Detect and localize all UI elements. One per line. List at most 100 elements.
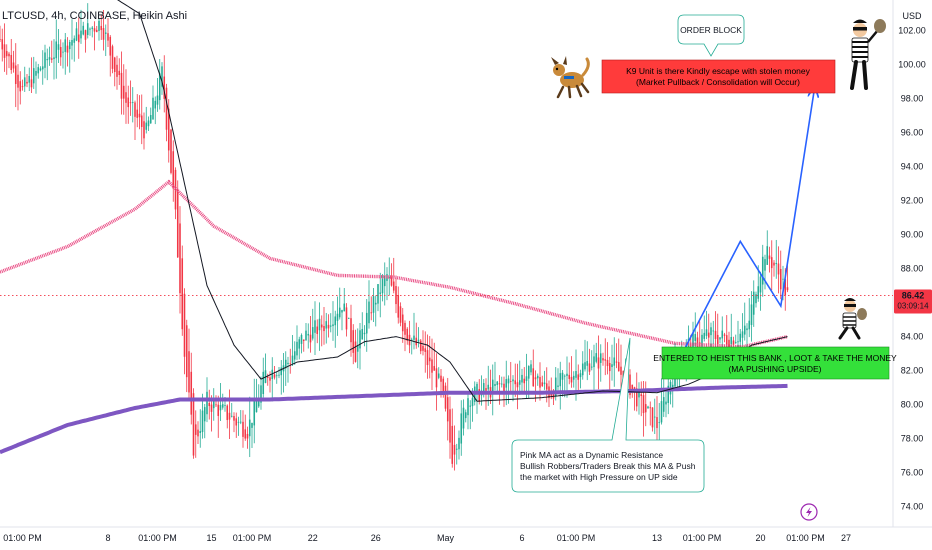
candle-body (379, 292, 382, 294)
candle-body (647, 406, 649, 409)
candle-body (147, 120, 150, 127)
candle-body (316, 326, 319, 334)
candle-body (194, 424, 197, 435)
candle-body (431, 359, 433, 373)
candle-body (260, 385, 262, 403)
note-line-3: the market with High Pressure on UP side (520, 472, 678, 482)
candle-body (651, 407, 654, 428)
candle-body (300, 334, 303, 344)
candle-body (435, 368, 438, 388)
candle-body (444, 385, 447, 409)
candle-body (561, 372, 564, 380)
candle-body (566, 373, 568, 376)
y-tick-label: 82.00 (901, 366, 924, 376)
candle-body (784, 278, 787, 296)
candle-body (750, 304, 753, 325)
candle-body (368, 301, 370, 324)
candle-body (89, 28, 91, 30)
black-ma-line (117, 0, 788, 402)
pink-ma-note-callout: Pink MA act as a Dynamic Resistance Bull… (511, 337, 705, 493)
candle-body (392, 281, 395, 291)
candle-body (102, 28, 105, 40)
price-scale[interactable] (893, 0, 932, 550)
y-axis-ticks: 102.00 100.00 98.00 96.00 94.00 92.00 90.00 88.… (898, 26, 926, 512)
candle-body (725, 335, 728, 345)
candle-body (381, 279, 384, 294)
candle-body (770, 257, 773, 269)
candle-body (714, 330, 717, 339)
candle-body (172, 151, 175, 189)
candle-body (559, 373, 562, 387)
candle-body (181, 258, 184, 330)
candle-body (487, 384, 490, 390)
candle-body (266, 376, 269, 379)
x-tick-label: 27 (841, 533, 851, 543)
candle-body (723, 334, 726, 336)
candle-body (716, 334, 719, 345)
candle-body (75, 28, 78, 41)
candle-body (26, 81, 28, 84)
candle-body (590, 366, 593, 368)
candle-body (397, 295, 400, 318)
candle-body (77, 34, 80, 43)
candle-body (48, 57, 51, 60)
candle-body (586, 361, 589, 366)
candle-body (719, 337, 721, 340)
candle-body (275, 375, 278, 377)
candle-body (739, 333, 742, 342)
candle-body (156, 95, 159, 105)
lightning-icon[interactable] (800, 503, 818, 521)
candle-body (284, 359, 287, 369)
candle-body (336, 313, 339, 321)
currency-label[interactable]: USD (902, 11, 922, 21)
candle-body (165, 87, 168, 130)
candle-body (273, 374, 276, 378)
candle-body (98, 20, 100, 32)
candle-body (449, 409, 451, 443)
candle-body (149, 115, 152, 124)
moving-averages-layer (0, 0, 788, 455)
candle-body (532, 368, 535, 387)
candle-body (145, 122, 148, 130)
candle-body (158, 73, 161, 101)
candle-body (656, 417, 658, 429)
candle-body (462, 407, 465, 429)
candle-body (174, 169, 177, 210)
candle-body (305, 330, 307, 341)
candle-body (257, 398, 260, 407)
candle-body (185, 325, 188, 378)
candle-body (568, 374, 571, 379)
symbol-header[interactable]: LTCUSD, 4h, COINBASE, Heikin Ashi (2, 10, 187, 22)
candle-body (190, 371, 193, 415)
candle-body (786, 287, 789, 291)
x-tick-label: May (437, 533, 455, 543)
candle-body (14, 65, 17, 84)
candle-body (64, 39, 67, 52)
candle-body (127, 97, 130, 108)
red-warning-box: K9 Unit is there Kindly escape with stol… (601, 59, 836, 94)
candle-body (404, 322, 406, 335)
candle-body (183, 293, 186, 357)
candle-body (201, 410, 204, 433)
candle-body (608, 363, 611, 372)
candle-body (354, 341, 357, 362)
bar-countdown: 03:09:14 (897, 301, 929, 310)
candle-body (640, 394, 643, 397)
candle-body (91, 27, 94, 29)
x-tick-label: 01:00 PM (786, 533, 825, 543)
candle-body (23, 77, 26, 87)
candle-body (309, 334, 312, 343)
candle-body (363, 332, 366, 335)
candle-body (203, 407, 206, 422)
y-tick-label: 74.00 (901, 502, 924, 512)
candle-body (521, 374, 523, 383)
candle-body (55, 41, 58, 59)
candle-body (665, 401, 667, 405)
candle-body (302, 339, 305, 342)
candle-body (629, 374, 631, 396)
candle-body (255, 400, 258, 413)
y-tick-label: 90.00 (901, 230, 924, 240)
candle-body (649, 407, 652, 409)
candle-body (696, 337, 699, 348)
